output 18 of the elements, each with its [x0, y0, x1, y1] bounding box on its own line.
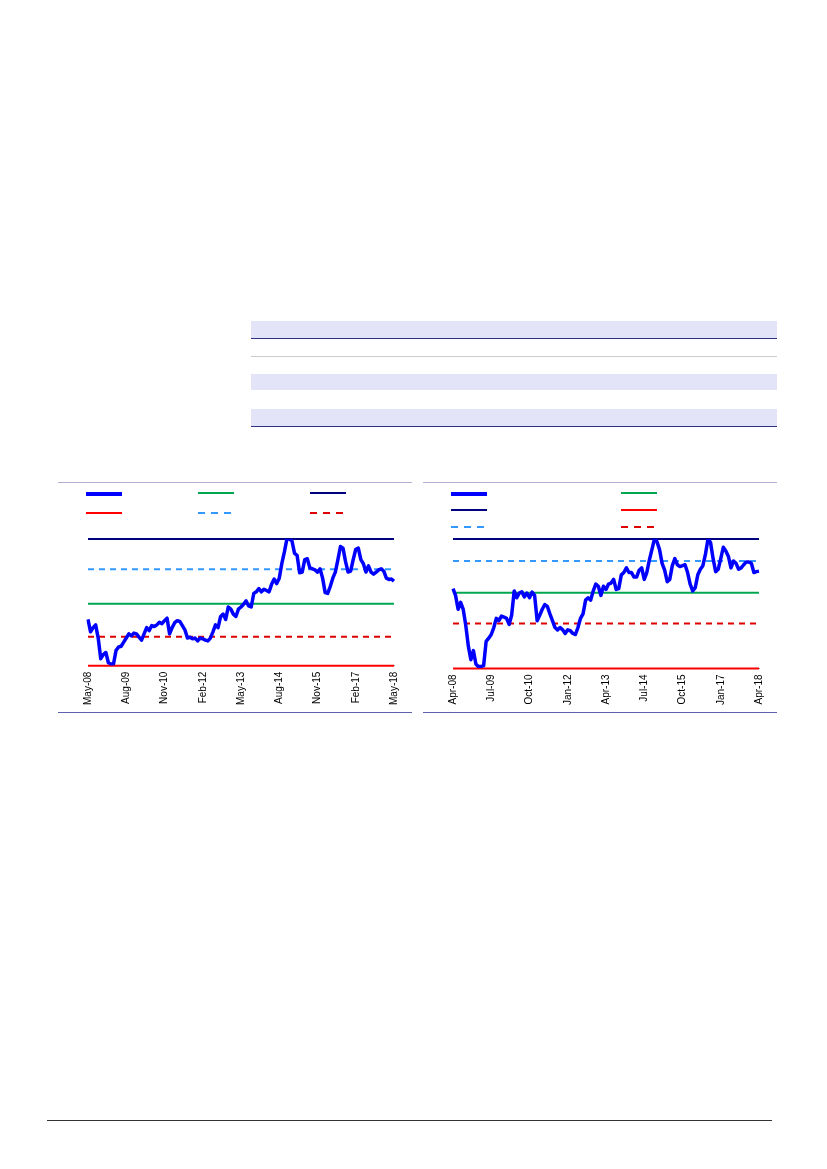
- x-tick-label: Jan-17: [714, 673, 726, 705]
- x-tick-label: Oct-15: [676, 673, 688, 705]
- x-tick-label: Aug-09: [120, 671, 131, 704]
- x-tick-label: Nov-15: [311, 671, 323, 704]
- x-tick-label: Jul-09: [485, 674, 496, 702]
- x-tick-label: Apr-18: [752, 673, 764, 705]
- x-tick-label: Jul-14: [638, 674, 649, 702]
- x-tick-label: Oct-10: [523, 673, 535, 705]
- x-tick-label: Nov-10: [158, 671, 170, 704]
- x-tick-label: Feb-17: [349, 671, 361, 704]
- x-tick-label: May-13: [234, 671, 246, 706]
- x-tick-label: Apr-13: [599, 673, 611, 705]
- x-tick-label: May-08: [81, 671, 93, 706]
- x-tick-label: May-18: [387, 671, 399, 706]
- x-tick-label: Jan-12: [561, 673, 573, 705]
- x-tick-label: Apr-08: [446, 673, 458, 705]
- x-tick-label: Feb-12: [196, 671, 208, 704]
- x-tick-label: Aug-14: [273, 671, 284, 704]
